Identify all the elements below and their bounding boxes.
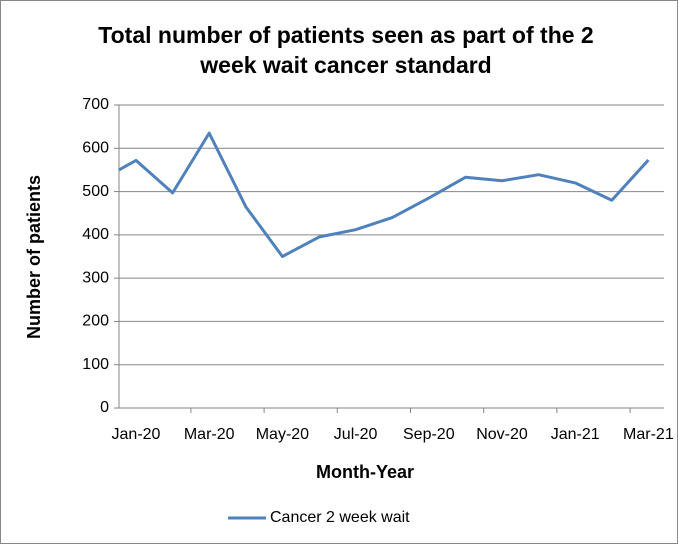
line-series: [118, 131, 650, 258]
x-tick-label: Jan-20: [112, 426, 161, 443]
x-tick-label: Jul-20: [334, 426, 378, 443]
x-tick-label: Nov-20: [476, 426, 528, 443]
x-axis-label: Month-Year: [316, 462, 414, 482]
x-tick-label: May-20: [256, 426, 309, 443]
x-tick-label: Sep-20: [403, 426, 455, 443]
y-tick-label: 0: [100, 399, 109, 416]
y-tick-label: 200: [82, 313, 109, 330]
y-tick-label: 400: [82, 226, 109, 243]
x-tick-label: Jan-21: [551, 426, 600, 443]
legend-label: Cancer 2 week wait: [270, 509, 410, 526]
y-tick-label: 500: [82, 183, 109, 200]
x-tick-label: Mar-20: [184, 426, 235, 443]
y-tick-label: 300: [82, 269, 109, 286]
x-tick-label: Mar-21: [623, 426, 674, 443]
y-tick-label: 700: [82, 96, 109, 113]
y-axis-label: Number of patients: [24, 175, 44, 339]
y-tick-label: 600: [82, 140, 109, 157]
chart-title: Total number of patients seen as part of…: [98, 22, 594, 78]
y-tick-label: 100: [82, 356, 109, 373]
